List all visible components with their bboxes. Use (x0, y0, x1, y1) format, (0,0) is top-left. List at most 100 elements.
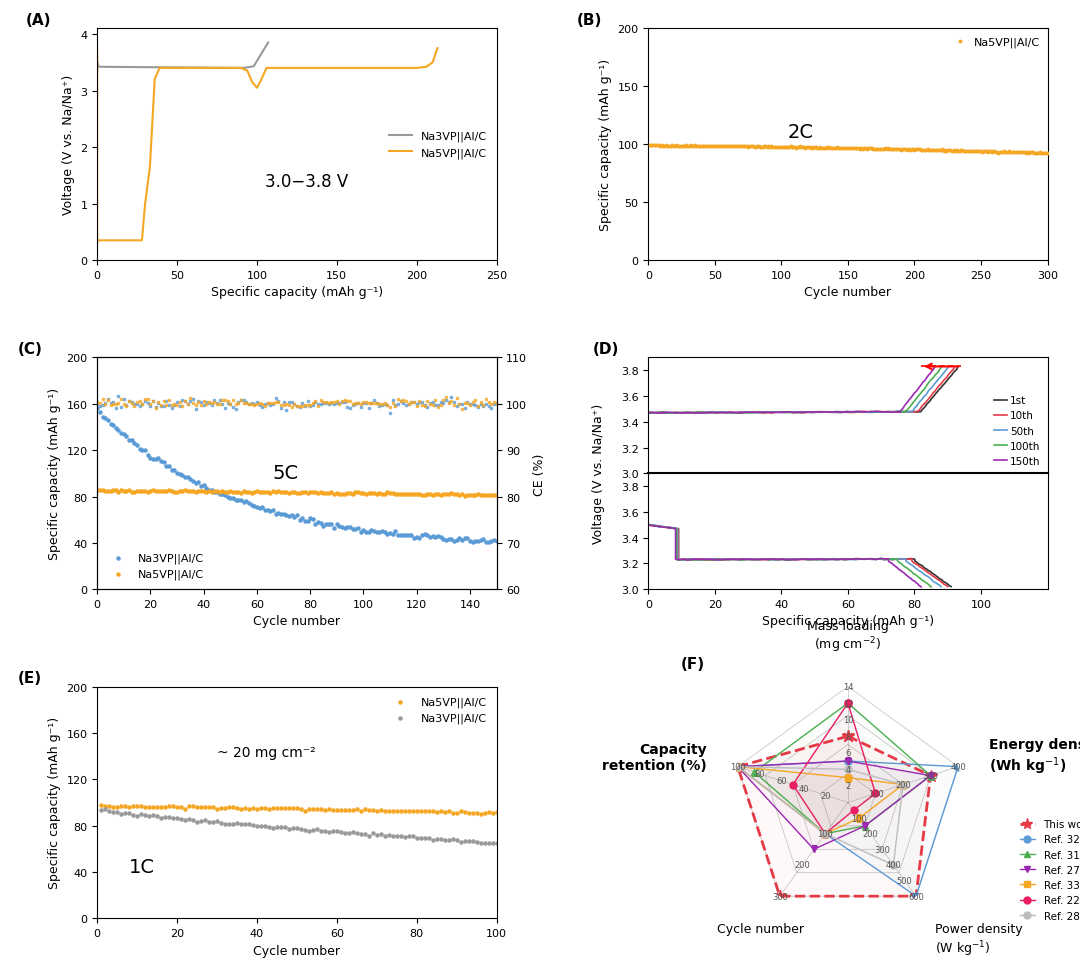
Point (190, 394, 207, 409)
Na5VP||Al/C (689, 139, 706, 154)
Na5VP||Al/C (158, 484, 175, 499)
Na5VP||Al/C (988, 145, 1005, 160)
Point (254, 397, 271, 412)
Na5VP||Al/C (363, 486, 380, 501)
Na5VP||Al/C (728, 139, 745, 154)
Point (392, 394, 409, 409)
Na3VP||Al/C (392, 528, 409, 543)
Na3VP||Al/C (454, 532, 471, 548)
Na3VP||Al/C (208, 485, 226, 500)
Na5VP||Al/C (108, 799, 125, 815)
Na5VP||Al/C (1028, 146, 1045, 161)
Na5VP||Al/C (410, 487, 428, 502)
Na5VP||Al/C (966, 145, 983, 160)
Na5VP||Al/C (903, 143, 920, 158)
Na5VP||Al/C (854, 142, 872, 157)
Na3VP||Al/C (410, 531, 428, 546)
Point (352, 397, 369, 412)
Point (339, 400, 356, 415)
Na3VP||Al/C (173, 811, 190, 827)
Na5VP||Al/C (823, 141, 840, 156)
Point (450, 397, 468, 412)
Na5VP||Al/C (889, 142, 906, 157)
Na3VP||Al/C (213, 815, 230, 830)
Na5VP||Al/C (476, 806, 494, 822)
Na5VP||Al/C (93, 798, 110, 814)
Na5VP||Al/C (1007, 145, 1024, 160)
Point (227, 402, 244, 417)
Point (315, 395, 333, 410)
Na3VP||Al/C (444, 831, 461, 847)
Na5VP||Al/C (795, 141, 812, 156)
Point (107, 402, 124, 417)
Na5VP||Al/C (958, 144, 975, 159)
Ref. 28 (731, 761, 744, 773)
Na5VP||Al/C (974, 145, 991, 160)
Na5VP||Al/C (427, 487, 444, 502)
Na5VP||Al/C (256, 800, 273, 816)
Na5VP||Al/C (364, 802, 381, 818)
Na5VP||Al/C (773, 140, 791, 155)
Na5VP||Al/C (416, 803, 433, 819)
Na3VP||Al/C (476, 835, 494, 851)
Na5VP||Al/C (994, 145, 1011, 160)
Na3VP||Al/C (136, 807, 153, 823)
Na5VP||Al/C (834, 141, 851, 156)
Na3VP||Al/C (201, 483, 218, 498)
Na5VP||Al/C (107, 483, 124, 498)
10th (642, 407, 654, 419)
Na5VP||Al/C (895, 142, 913, 157)
Point (448, 399, 465, 414)
Point (187, 403, 204, 418)
Point (288, 400, 306, 415)
Point (390, 397, 407, 412)
Na3VP||Al/C (260, 820, 278, 835)
Na3VP||Al/C (484, 835, 501, 851)
This work (924, 770, 937, 782)
Line: Ref. 33: Ref. 33 (734, 763, 906, 837)
Na3VP||Al/C (117, 805, 134, 821)
Na5VP||Al/C (1027, 146, 1044, 161)
Na5VP||Al/C (662, 139, 679, 154)
Na3VP||Al/C (201, 815, 218, 830)
Na5VP||Al/C (280, 800, 297, 816)
This work (731, 761, 744, 773)
Point (405, 395, 422, 410)
Point (243, 396, 260, 411)
Ref. 33 (853, 812, 866, 824)
Na5VP||Al/C (248, 484, 266, 499)
Na5VP||Al/C (791, 140, 808, 155)
Na5VP||Al/C (96, 798, 113, 814)
Text: 100: 100 (730, 762, 745, 771)
Point (96, 396, 113, 411)
Na5VP||Al/C (930, 144, 947, 159)
Text: Mass loading
(mg cm$^{-2}$): Mass loading (mg cm$^{-2}$) (807, 619, 889, 655)
Na5VP||Al/C (883, 143, 901, 158)
Point (254, 400, 271, 415)
Na3VP||Al/C (405, 531, 422, 546)
Na5VP||Al/C (905, 143, 922, 158)
Point (368, 397, 386, 412)
Line: This work: This work (731, 730, 936, 903)
50th (942, 362, 955, 374)
Na5VP||Al/C (683, 138, 700, 153)
Na5VP||Al/C (667, 138, 685, 153)
Na5VP||Al/C (685, 139, 702, 154)
Na5VP||Al/C (379, 486, 396, 501)
Na5VP||Al/C (360, 486, 377, 501)
Na5VP||Al/C (1005, 146, 1023, 161)
Na3VP||Al/C (432, 831, 449, 847)
Point (424, 395, 442, 410)
Point (440, 395, 457, 410)
Text: 200: 200 (863, 829, 878, 838)
Na3VP||Al/C (316, 823, 334, 838)
Na3VP||Al/C (251, 501, 268, 517)
Point (150, 396, 167, 411)
This work (773, 890, 786, 902)
Na5VP||Al/C (352, 486, 369, 501)
Na5VP||Al/C (370, 486, 388, 501)
50th (834, 407, 847, 419)
Na5VP||Al/C (731, 139, 748, 154)
Na5VP||Al/C (953, 143, 970, 158)
Line: Ref. 31: Ref. 31 (751, 700, 934, 837)
